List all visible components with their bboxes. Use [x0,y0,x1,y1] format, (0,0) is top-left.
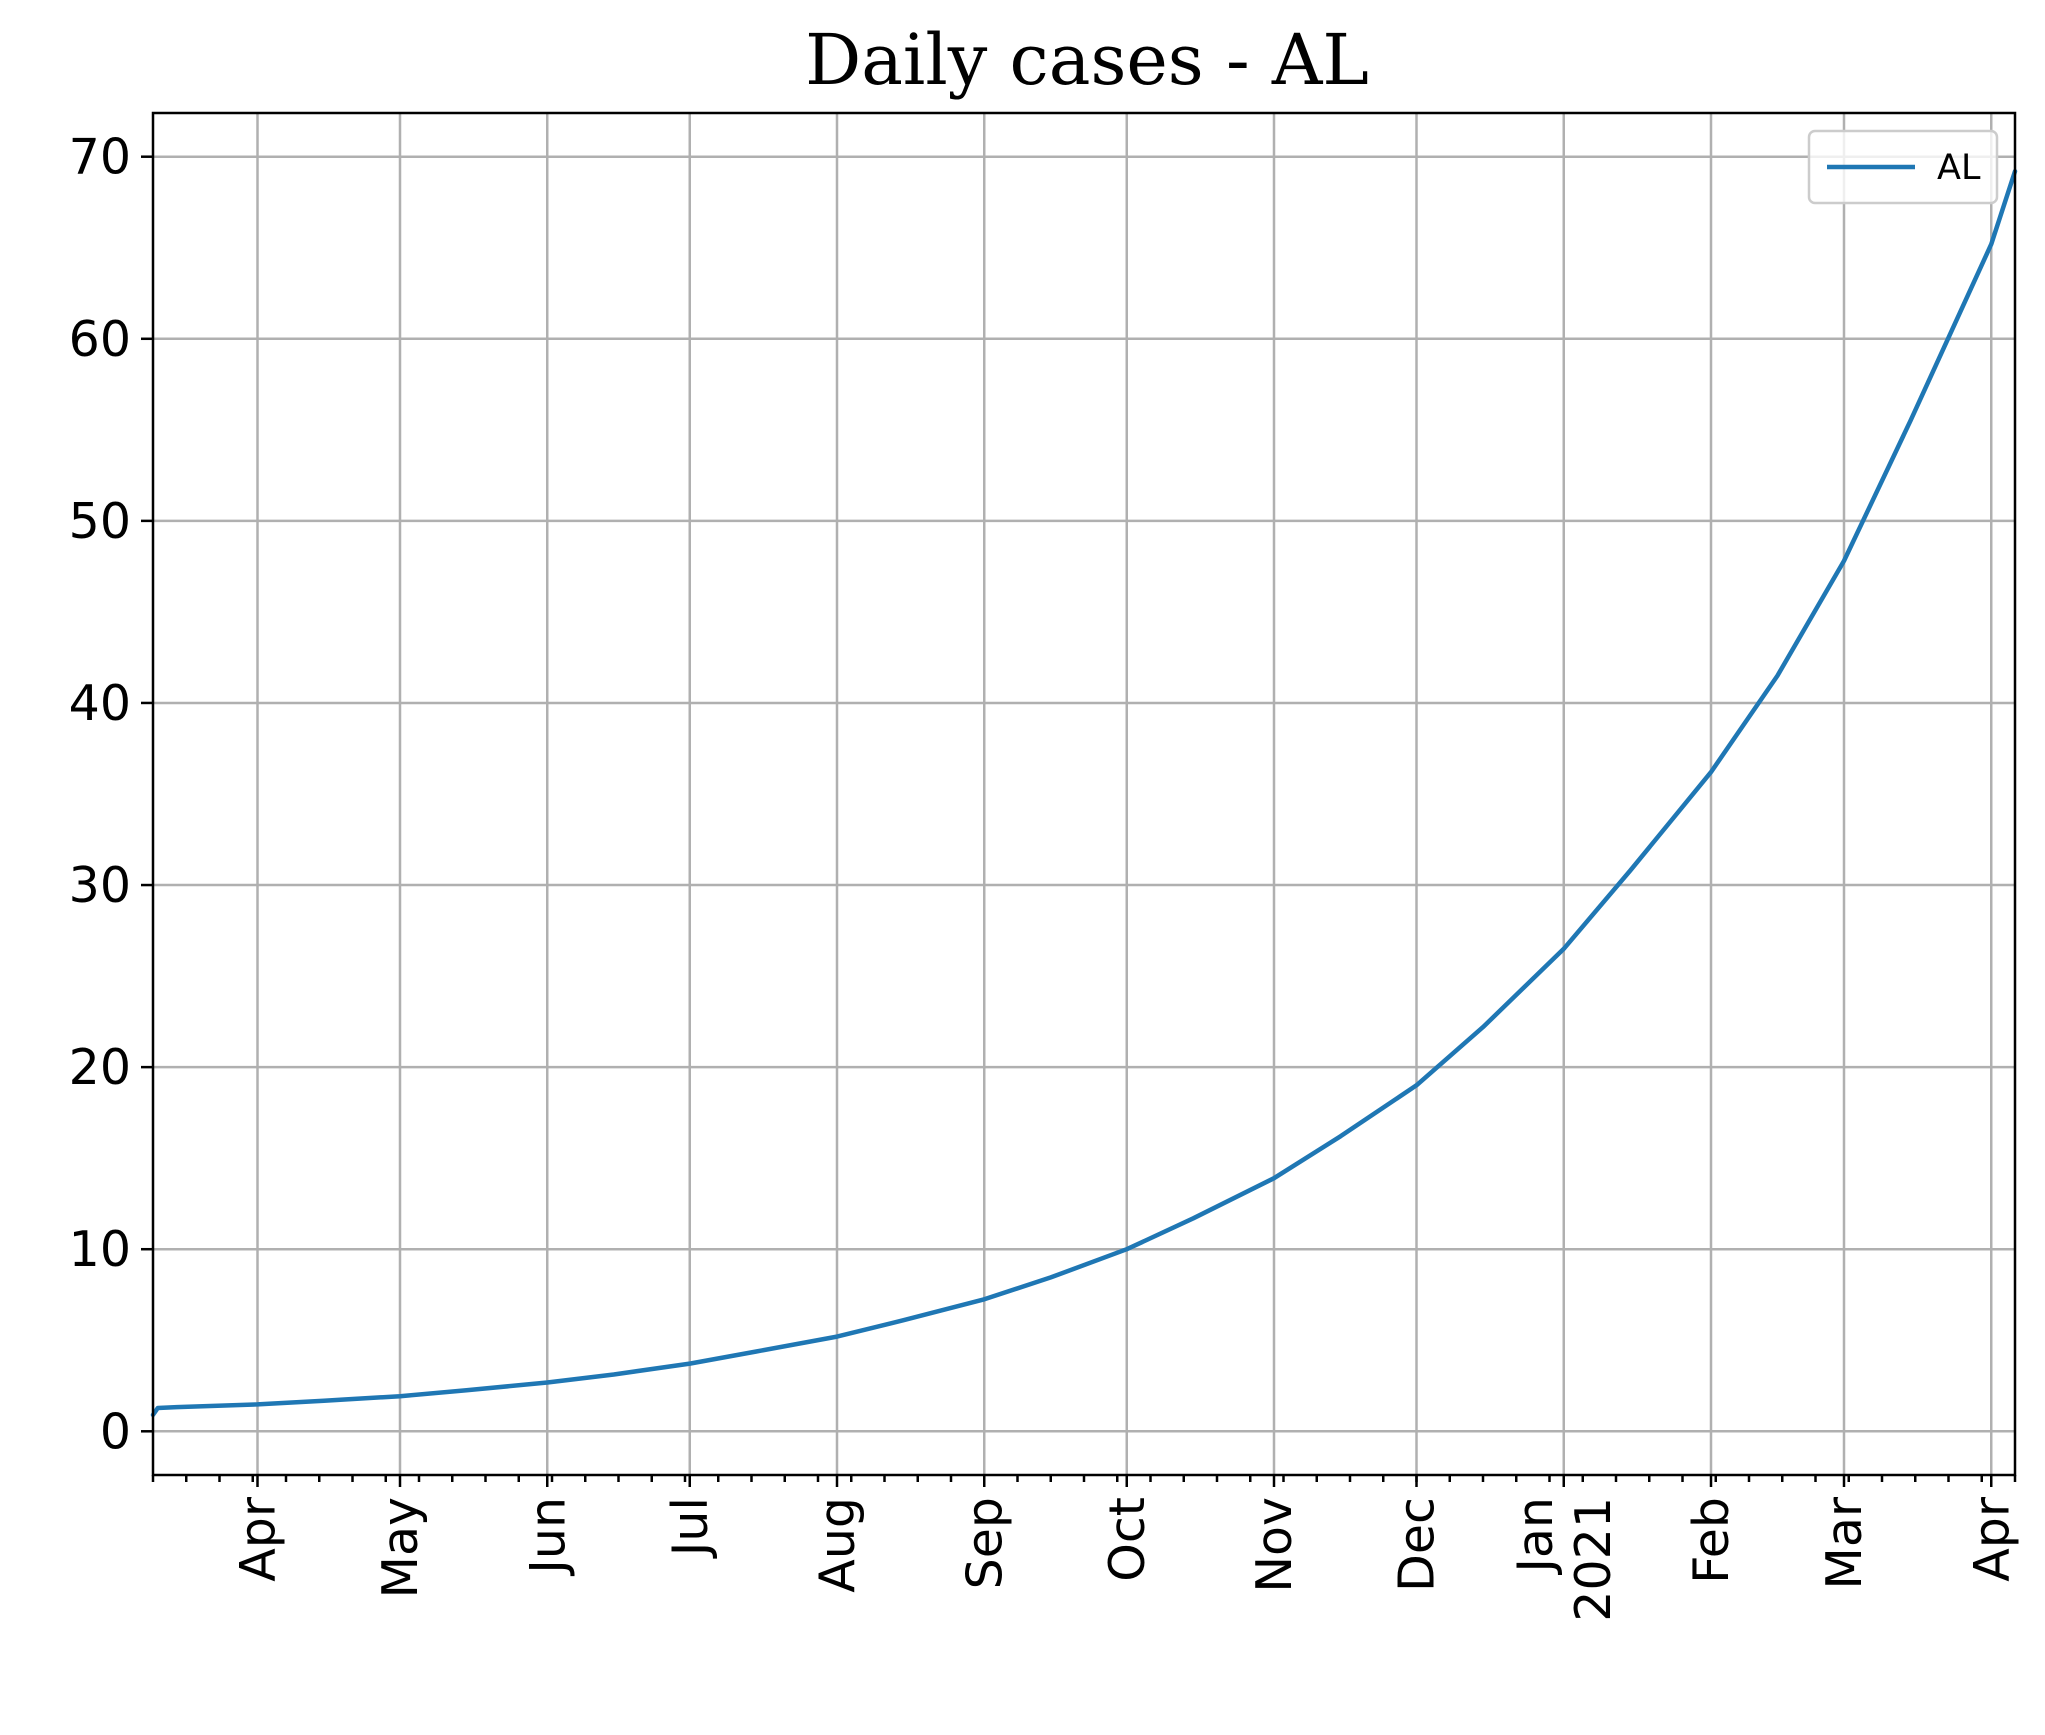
x-tick-label-group: Jun [519,1497,576,1577]
y-tick-label: 60 [69,311,131,368]
x-tick-label: Jul [662,1497,719,1559]
series-line-al [150,169,2018,1418]
x-tick-label-group: Mar [1816,1496,1873,1589]
x-tick-label-group: Apr [1963,1496,2020,1582]
x-tick-label: Jun [519,1497,576,1577]
y-tick-label: 70 [69,129,131,186]
x-tick-label: Oct [1099,1497,1156,1582]
x-tick-label-group: Sep [956,1497,1013,1589]
y-tick-label: 10 [69,1221,131,1278]
x-tick-label-group: Jan 2021 [1507,1497,1622,1622]
legend-label: AL [1937,148,1981,188]
x-tick-label-group: Apr [230,1496,287,1582]
chart-title: Daily cases - AL [805,19,1369,101]
x-tick-label: May [372,1497,429,1598]
x-tick-label: Mar [1816,1496,1873,1589]
y-tick-label: 40 [69,675,131,732]
x-tick-label-group: Dec [1389,1497,1446,1592]
y-axis: 0 10 20 30 40 50 60 70 [69,129,153,1460]
x-tick-label: Jan [1507,1497,1564,1576]
x-tick-label: Aug [809,1497,866,1593]
series-layer [150,169,2018,1418]
x-tick-label: Nov [1246,1497,1303,1593]
y-tick-label: 0 [100,1403,131,1460]
x-tick-label-group: Oct [1099,1497,1156,1582]
x-tick-label: Feb [1683,1497,1740,1584]
x-tick-label: Apr [230,1496,287,1582]
grid [153,113,2015,1475]
y-tick-label: 30 [69,857,131,914]
x-tick-label: Dec [1389,1497,1446,1592]
legend: AL [1807,129,1999,205]
x-tick-label-group: Nov [1246,1497,1303,1593]
x-tick-label-group: Aug [809,1497,866,1593]
x-axis: Apr May Jun Jul Aug Sep Oct Nov Dec Jan 2021 Feb Mar… [151,1475,2020,1622]
y-tick-label: 50 [69,493,131,550]
x-tick-label-group: Jul [662,1497,719,1559]
x-tick-label: 2021 [1565,1497,1622,1622]
x-tick-label: Sep [956,1497,1013,1589]
x-tick-label-group: May [372,1497,429,1598]
x-tick-label: Apr [1963,1496,2020,1582]
x-tick-label-group: Feb [1683,1497,1740,1584]
y-tick-label: 20 [69,1039,131,1096]
